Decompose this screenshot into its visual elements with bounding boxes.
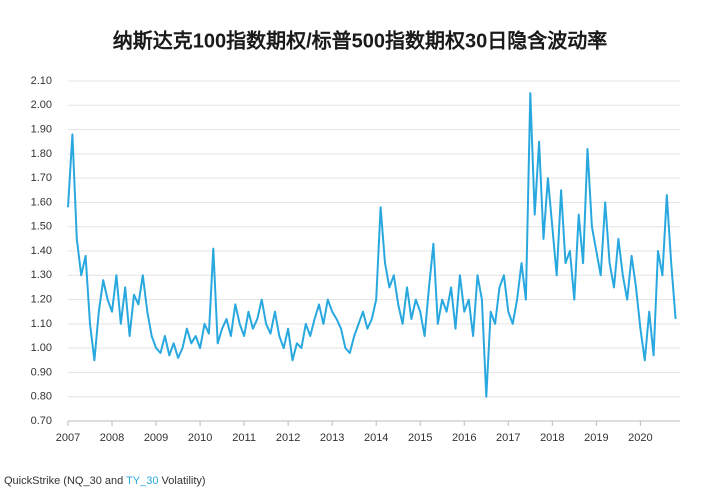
y-tick-label: 1.70 bbox=[31, 172, 52, 184]
y-tick-label: 1.50 bbox=[31, 221, 52, 233]
y-tick-label: 0.90 bbox=[31, 366, 52, 378]
x-tick-label: 2007 bbox=[56, 432, 80, 444]
x-tick-label: 2014 bbox=[364, 432, 388, 444]
x-tick-label: 2019 bbox=[584, 432, 608, 444]
x-tick-label: 2017 bbox=[496, 432, 520, 444]
y-tick-label: 1.90 bbox=[31, 123, 52, 135]
y-tick-label: 0.80 bbox=[31, 391, 52, 403]
y-tick-label: 2.00 bbox=[31, 99, 52, 111]
y-tick-label: 1.00 bbox=[31, 342, 52, 354]
x-tick-label: 2010 bbox=[188, 432, 212, 444]
footer-part: Volatility) bbox=[159, 475, 206, 487]
y-tick-label: 1.20 bbox=[31, 293, 52, 305]
x-tick-label: 2011 bbox=[232, 432, 256, 444]
x-tick-label: 2013 bbox=[320, 432, 344, 444]
x-tick-label: 2012 bbox=[276, 432, 300, 444]
x-tick-label: 2008 bbox=[100, 432, 124, 444]
footer-part: TY_30 bbox=[126, 475, 158, 487]
footer: QuickStrike (NQ_30 and TY_30 Volatility) bbox=[4, 475, 206, 487]
series-line bbox=[67, 92, 677, 398]
y-tick-label: 1.60 bbox=[31, 196, 52, 208]
chart-title: 纳斯达克100指数期权/标普500指数期权30日隐含波动率 bbox=[113, 28, 608, 52]
y-tick-label: 1.10 bbox=[31, 318, 52, 330]
x-tick-label: 2009 bbox=[144, 432, 168, 444]
y-tick-label: 1.30 bbox=[31, 269, 52, 281]
x-tick-label: 2016 bbox=[452, 432, 476, 444]
y-tick-label: 0.70 bbox=[31, 415, 52, 427]
y-tick-label: 1.40 bbox=[31, 245, 52, 257]
x-tick-label: 2020 bbox=[628, 432, 652, 444]
y-tick-label: 1.80 bbox=[31, 148, 52, 160]
x-tick-label: 2018 bbox=[540, 432, 564, 444]
x-tick-label: 2015 bbox=[408, 432, 432, 444]
y-tick-label: 2.10 bbox=[31, 75, 52, 87]
footer-part: QuickStrike (NQ_30 and bbox=[4, 475, 126, 487]
